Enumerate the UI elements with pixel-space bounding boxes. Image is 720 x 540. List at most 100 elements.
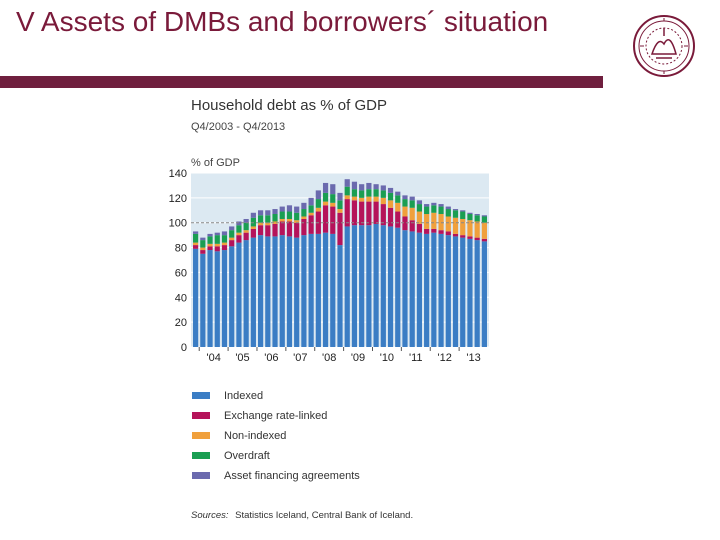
bar-segment-exchange-rate-linked — [438, 230, 444, 234]
bar-segment-indexed — [373, 223, 379, 347]
bar-segment-non-indexed — [250, 226, 256, 229]
bar-segment-non-indexed — [460, 218, 466, 236]
bar-segment-indexed — [431, 232, 437, 347]
x-tick-label: '07 — [293, 352, 307, 364]
bar-segment-non-indexed — [229, 237, 235, 241]
bar-segment-non-indexed — [308, 212, 314, 216]
legend-label: Overdraft — [224, 450, 270, 462]
x-tick-label: '13 — [466, 352, 480, 364]
bar-segment-asset-financing-agreements — [286, 205, 293, 212]
bar-segment-indexed — [359, 225, 365, 347]
bar-segment-indexed — [221, 250, 228, 347]
legend-swatch — [192, 432, 210, 439]
bar-segment-indexed — [467, 238, 473, 347]
bar-segment-indexed — [214, 251, 220, 347]
bar-segment-indexed — [452, 236, 459, 347]
bar-segment-indexed — [380, 225, 386, 347]
y-tick-label: 20 — [175, 317, 187, 329]
bar-segment-indexed — [424, 233, 430, 347]
bar-segment-non-indexed — [272, 221, 278, 224]
bar-segment-non-indexed — [322, 201, 329, 206]
bar-segment-exchange-rate-linked — [330, 206, 336, 234]
bar-segment-overdraft — [286, 211, 293, 219]
bar-segment-overdraft — [193, 233, 199, 243]
y-tick-labels: 0 20 40 60 80 100 120 140 — [169, 168, 187, 354]
bar-segment-overdraft — [431, 205, 437, 213]
bar-segment-exchange-rate-linked — [250, 228, 256, 238]
bar-segment-non-indexed — [445, 216, 451, 232]
bar-segment-asset-financing-agreements — [322, 182, 329, 193]
bar-segment-exchange-rate-linked — [243, 232, 249, 241]
bar-segment-exchange-rate-linked — [424, 228, 430, 234]
bar-segment-overdraft — [250, 217, 256, 227]
x-tick-label: '06 — [264, 352, 278, 364]
bar-segment-exchange-rate-linked — [200, 250, 206, 254]
bar-segment-non-indexed — [221, 242, 228, 246]
bar-segment-asset-financing-agreements — [424, 204, 430, 207]
bar-segment-asset-financing-agreements — [221, 231, 228, 236]
bar-segment-exchange-rate-linked — [236, 235, 242, 243]
bar-segment-indexed — [402, 230, 408, 347]
bar-segment-asset-financing-agreements — [387, 187, 394, 193]
bar-segment-non-indexed — [481, 222, 487, 239]
bar-segment-asset-financing-agreements — [265, 210, 271, 216]
bar-segment-indexed — [243, 240, 249, 347]
x-tick-label: '04 — [207, 352, 221, 364]
bar-segment-exchange-rate-linked — [221, 245, 228, 251]
bar-segment-non-indexed — [409, 207, 415, 221]
bar-segment-asset-financing-agreements — [474, 214, 480, 216]
bar-segment-exchange-rate-linked — [474, 237, 480, 241]
bar-segment-non-indexed — [373, 196, 379, 202]
bar-segment-non-indexed — [467, 220, 473, 237]
bar-segment-non-indexed — [366, 196, 372, 202]
bar-segment-overdraft — [322, 192, 329, 202]
bar-segment-indexed — [445, 235, 451, 347]
bar-segment-indexed — [315, 233, 321, 347]
bar-segment-indexed — [337, 245, 343, 347]
bar-segment-exchange-rate-linked — [366, 201, 372, 226]
bar-segment-non-indexed — [387, 200, 394, 208]
source-text: Statistics Iceland, Central Bank of Icel… — [235, 510, 413, 521]
bar-segment-asset-financing-agreements — [438, 204, 444, 207]
x-tick-label: '05 — [235, 352, 249, 364]
bar-segment-overdraft — [387, 192, 394, 201]
bar-segment-asset-financing-agreements — [294, 206, 300, 213]
bar-segment-asset-financing-agreements — [301, 202, 307, 210]
bar-segment-non-indexed — [359, 197, 365, 202]
bar-segment-exchange-rate-linked — [214, 246, 220, 252]
bar-segment-asset-financing-agreements — [402, 195, 408, 200]
bar-segment-asset-financing-agreements — [236, 221, 242, 226]
bar-segment-exchange-rate-linked — [445, 231, 451, 236]
x-tick-label: '10 — [380, 352, 394, 364]
bar-segment-indexed — [330, 233, 336, 347]
bar-segment-overdraft — [452, 210, 459, 218]
bar-segment-exchange-rate-linked — [467, 236, 473, 239]
bar-segment-overdraft — [265, 215, 271, 223]
bar-segment-exchange-rate-linked — [229, 240, 235, 247]
bar-segment-indexed — [351, 225, 358, 347]
bar-stack-layer — [193, 179, 487, 347]
bar-segment-overdraft — [474, 215, 480, 222]
slide-title: V Assets of DMBs and borrowers´ situatio… — [16, 6, 549, 37]
bar-segment-overdraft — [315, 199, 321, 208]
legend-swatch — [192, 412, 210, 419]
bar-segment-overdraft — [257, 215, 264, 223]
bar-segment-overdraft — [409, 200, 415, 208]
bar-segment-asset-financing-agreements — [445, 206, 451, 210]
bar-segment-overdraft — [373, 189, 379, 197]
bar-segment-indexed — [308, 233, 314, 347]
bar-segment-non-indexed — [279, 218, 285, 222]
bar-segment-asset-financing-agreements — [207, 233, 213, 237]
legend: Indexed Exchange rate-linked Non-indexed Ov… — [192, 390, 360, 482]
bar-segment-asset-financing-agreements — [308, 197, 314, 206]
bar-segment-overdraft — [467, 214, 473, 221]
bar-segment-asset-financing-agreements — [467, 212, 473, 215]
legend-label: Non-indexed — [224, 430, 286, 442]
x-tick-label: '12 — [438, 352, 452, 364]
bar-segment-asset-financing-agreements — [373, 184, 379, 190]
source-prefix: Sources: — [191, 510, 229, 521]
bar-segment-asset-financing-agreements — [452, 209, 459, 211]
title-rule — [0, 76, 603, 88]
bar-segment-indexed — [474, 240, 480, 347]
y-tick-label: 80 — [175, 243, 187, 255]
